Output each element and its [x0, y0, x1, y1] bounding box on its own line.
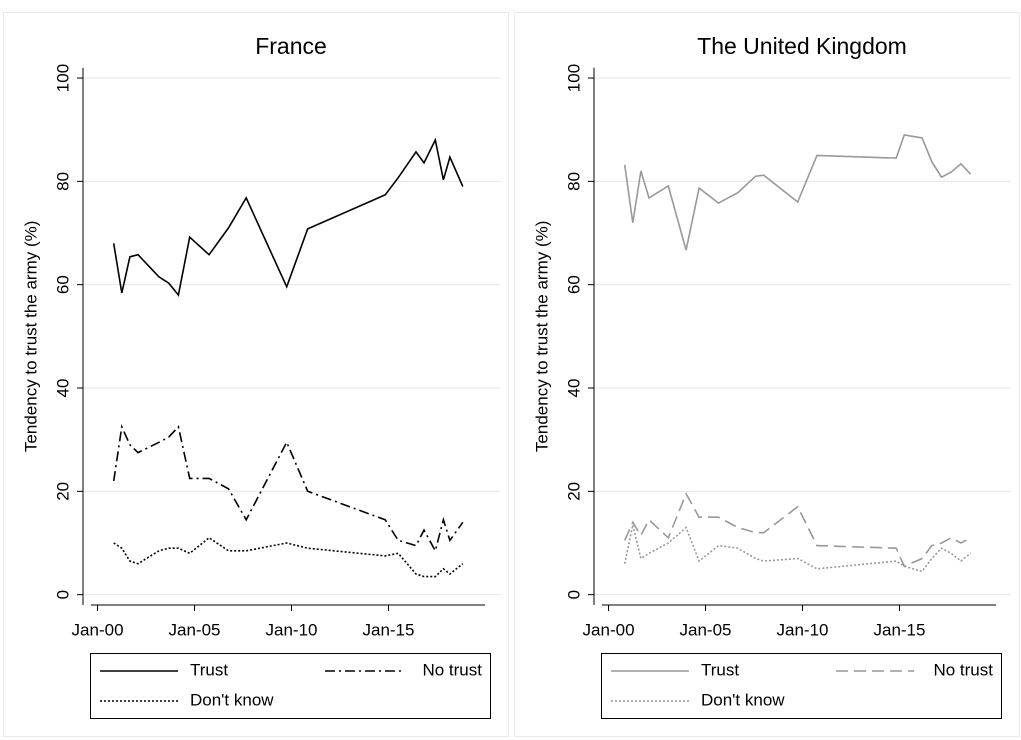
legend-box [90, 653, 491, 719]
y-tick-label: 20 [53, 482, 72, 501]
y-axis-label: Tendency to trust the army (%) [21, 221, 40, 452]
y-tick-label: 100 [564, 64, 583, 92]
panel-border [514, 12, 1020, 737]
y-tick-label: 80 [53, 172, 72, 191]
y-tick-label: 0 [564, 590, 583, 599]
series-line [623, 492, 971, 568]
y-tick-label: 40 [564, 379, 583, 398]
legend-label: No trust [933, 660, 993, 679]
legend-label: Trust [190, 660, 228, 679]
x-tick-label: Jan-05 [169, 620, 221, 639]
series-line [113, 536, 464, 578]
series-line [112, 137, 464, 297]
x-tick-label: Jan-05 [680, 620, 732, 639]
series-line [623, 133, 972, 251]
y-tick-label: 100 [53, 64, 72, 92]
y-tick-label: 0 [53, 590, 72, 599]
x-tick-label: Jan-15 [873, 620, 925, 639]
chart-panel: France Tendency to trust the army (%) 0 20 4… [3, 12, 509, 737]
y-tick-label: 80 [564, 172, 583, 191]
chart-title: France [255, 33, 327, 59]
series-line [112, 423, 464, 553]
chart-panel: The United Kingdom Tendency to trust the … [514, 12, 1020, 737]
legend-label: Trust [701, 660, 739, 679]
legend-label: Don't know [701, 690, 785, 709]
legend-label: Don't know [190, 690, 274, 709]
x-tick-label: Jan-00 [72, 620, 124, 639]
y-tick-label: 60 [53, 275, 72, 294]
x-tick-label: Jan-15 [362, 620, 414, 639]
x-tick-label: Jan-00 [583, 620, 635, 639]
y-tick-label: 20 [564, 482, 583, 501]
x-tick-label: Jan-10 [777, 620, 829, 639]
y-tick-label: 40 [53, 379, 72, 398]
x-tick-label: Jan-10 [266, 620, 318, 639]
series-line [623, 524, 972, 573]
y-tick-label: 60 [564, 275, 583, 294]
y-axis-label: Tendency to trust the army (%) [532, 221, 551, 452]
legend-label: No trust [422, 660, 482, 679]
legend-box [601, 653, 1002, 719]
panel-border [3, 12, 509, 737]
chart-title: The United Kingdom [697, 33, 907, 59]
